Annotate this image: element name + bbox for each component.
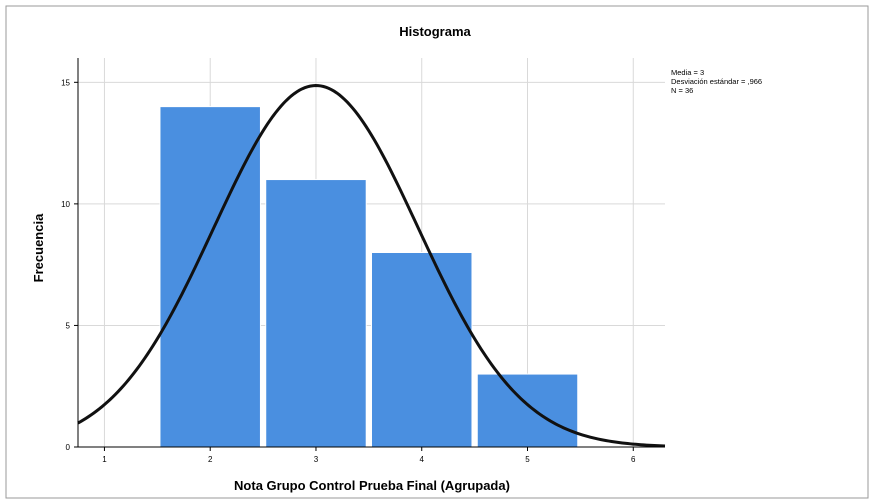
axes xyxy=(74,58,665,451)
x-tick-label: 6 xyxy=(631,455,636,464)
y-tick-label: 5 xyxy=(66,321,71,330)
x-tick-label: 1 xyxy=(102,455,107,464)
histogram-bar xyxy=(265,179,367,448)
x-tick-label: 2 xyxy=(208,455,213,464)
outer-border xyxy=(5,5,869,499)
stats-line: N = 36 xyxy=(671,86,693,95)
chart-title: Histograma xyxy=(399,24,471,39)
stats-line: Desviación estándar = ,966 xyxy=(671,77,762,86)
bars xyxy=(159,106,579,448)
x-axis-label: Nota Grupo Control Prueba Final (Agrupad… xyxy=(234,478,510,493)
tick-labels: 1 2 3 4 5 6 0 5 10 15 xyxy=(61,78,636,464)
y-axis-label: Frecuencia xyxy=(31,213,46,282)
normal-curve xyxy=(77,84,666,448)
histogram-bar xyxy=(371,252,473,448)
histogram-bar xyxy=(476,373,579,448)
y-tick-label: 10 xyxy=(61,200,70,209)
x-tick-label: 4 xyxy=(420,455,425,464)
x-tick-label: 3 xyxy=(314,455,319,464)
y-tick-label: 0 xyxy=(66,443,71,452)
histogram-bar xyxy=(159,106,261,448)
stats-line: Media = 3 xyxy=(671,68,704,77)
y-tick-label: 15 xyxy=(61,78,70,87)
x-tick-label: 5 xyxy=(525,455,530,464)
